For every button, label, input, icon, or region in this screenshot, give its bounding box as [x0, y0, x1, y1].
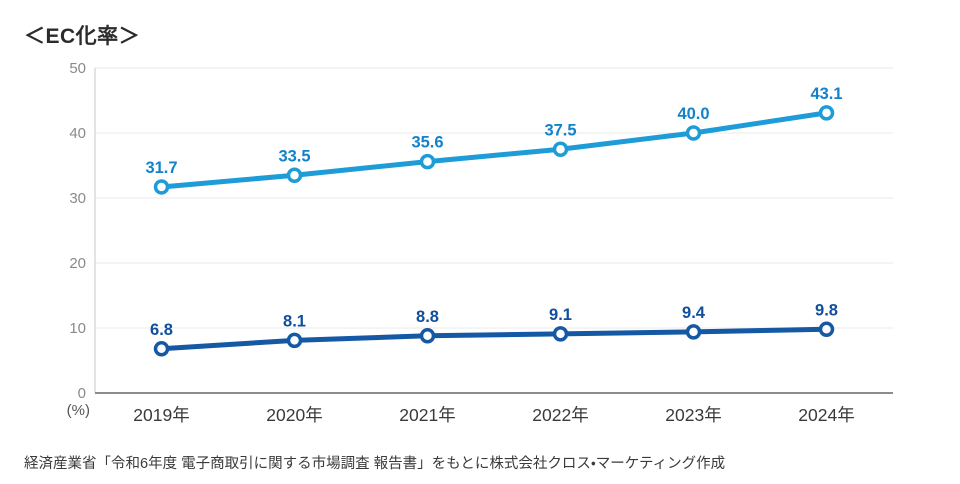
source-note: 経済産業省「令和6年度 電子商取引に関する市場調査 報告書」をもとに株式会社クロ… [24, 456, 726, 472]
x-tick-label: 2022年 [532, 405, 588, 425]
data-point-marker [286, 332, 303, 349]
data-point-label: 6.8 [150, 321, 173, 339]
data-point-marker [286, 167, 303, 183]
data-point-marker [153, 341, 170, 357]
data-point-marker [153, 179, 170, 195]
data-point-marker [552, 141, 569, 157]
data-point-marker [818, 321, 835, 338]
x-tick-label: 2021年 [399, 405, 455, 425]
data-point-marker [685, 125, 702, 141]
y-tick-label: 50 [69, 60, 86, 77]
data-point-marker [552, 326, 569, 342]
y-tick-label: 10 [69, 320, 86, 337]
y-tick-label: 20 [69, 255, 86, 272]
data-point-label: 40.0 [677, 105, 709, 123]
series-lower-line [159, 326, 829, 352]
x-tick-label: 2024年 [798, 405, 854, 425]
y-tick-label: 0 [78, 385, 86, 402]
x-tick-label: 2023年 [665, 405, 721, 425]
data-point-marker [419, 328, 436, 344]
data-point-marker [419, 153, 436, 170]
data-point-marker [818, 105, 835, 121]
x-tick-label: 2020年 [266, 405, 322, 425]
data-point-label: 37.5 [544, 121, 576, 139]
series-upper-line [159, 110, 829, 190]
data-point-label: 9.4 [682, 304, 706, 322]
data-point-label: 8.1 [283, 312, 306, 330]
data-point-label: 35.6 [411, 134, 443, 152]
y-axis-unit-label: (%) [67, 402, 90, 419]
data-point-label: 43.1 [810, 85, 842, 103]
data-point-label: 31.7 [145, 159, 177, 177]
line-chart: 0 10 20 30 40 50 (%) 2019年 2020年 2021年 2022年 2023年 2… [67, 60, 893, 425]
x-tick-label: 2019年 [133, 405, 189, 425]
data-point-marker [685, 324, 702, 340]
y-tick-label: 40 [69, 125, 86, 142]
y-tick-label: 30 [69, 190, 86, 207]
data-point-label: 9.1 [549, 306, 572, 324]
data-point-label: 8.8 [416, 308, 439, 326]
data-point-label: 33.5 [278, 147, 310, 165]
chart-title: ＜EC化率＞ [24, 25, 141, 48]
data-point-label: 9.8 [815, 301, 838, 319]
